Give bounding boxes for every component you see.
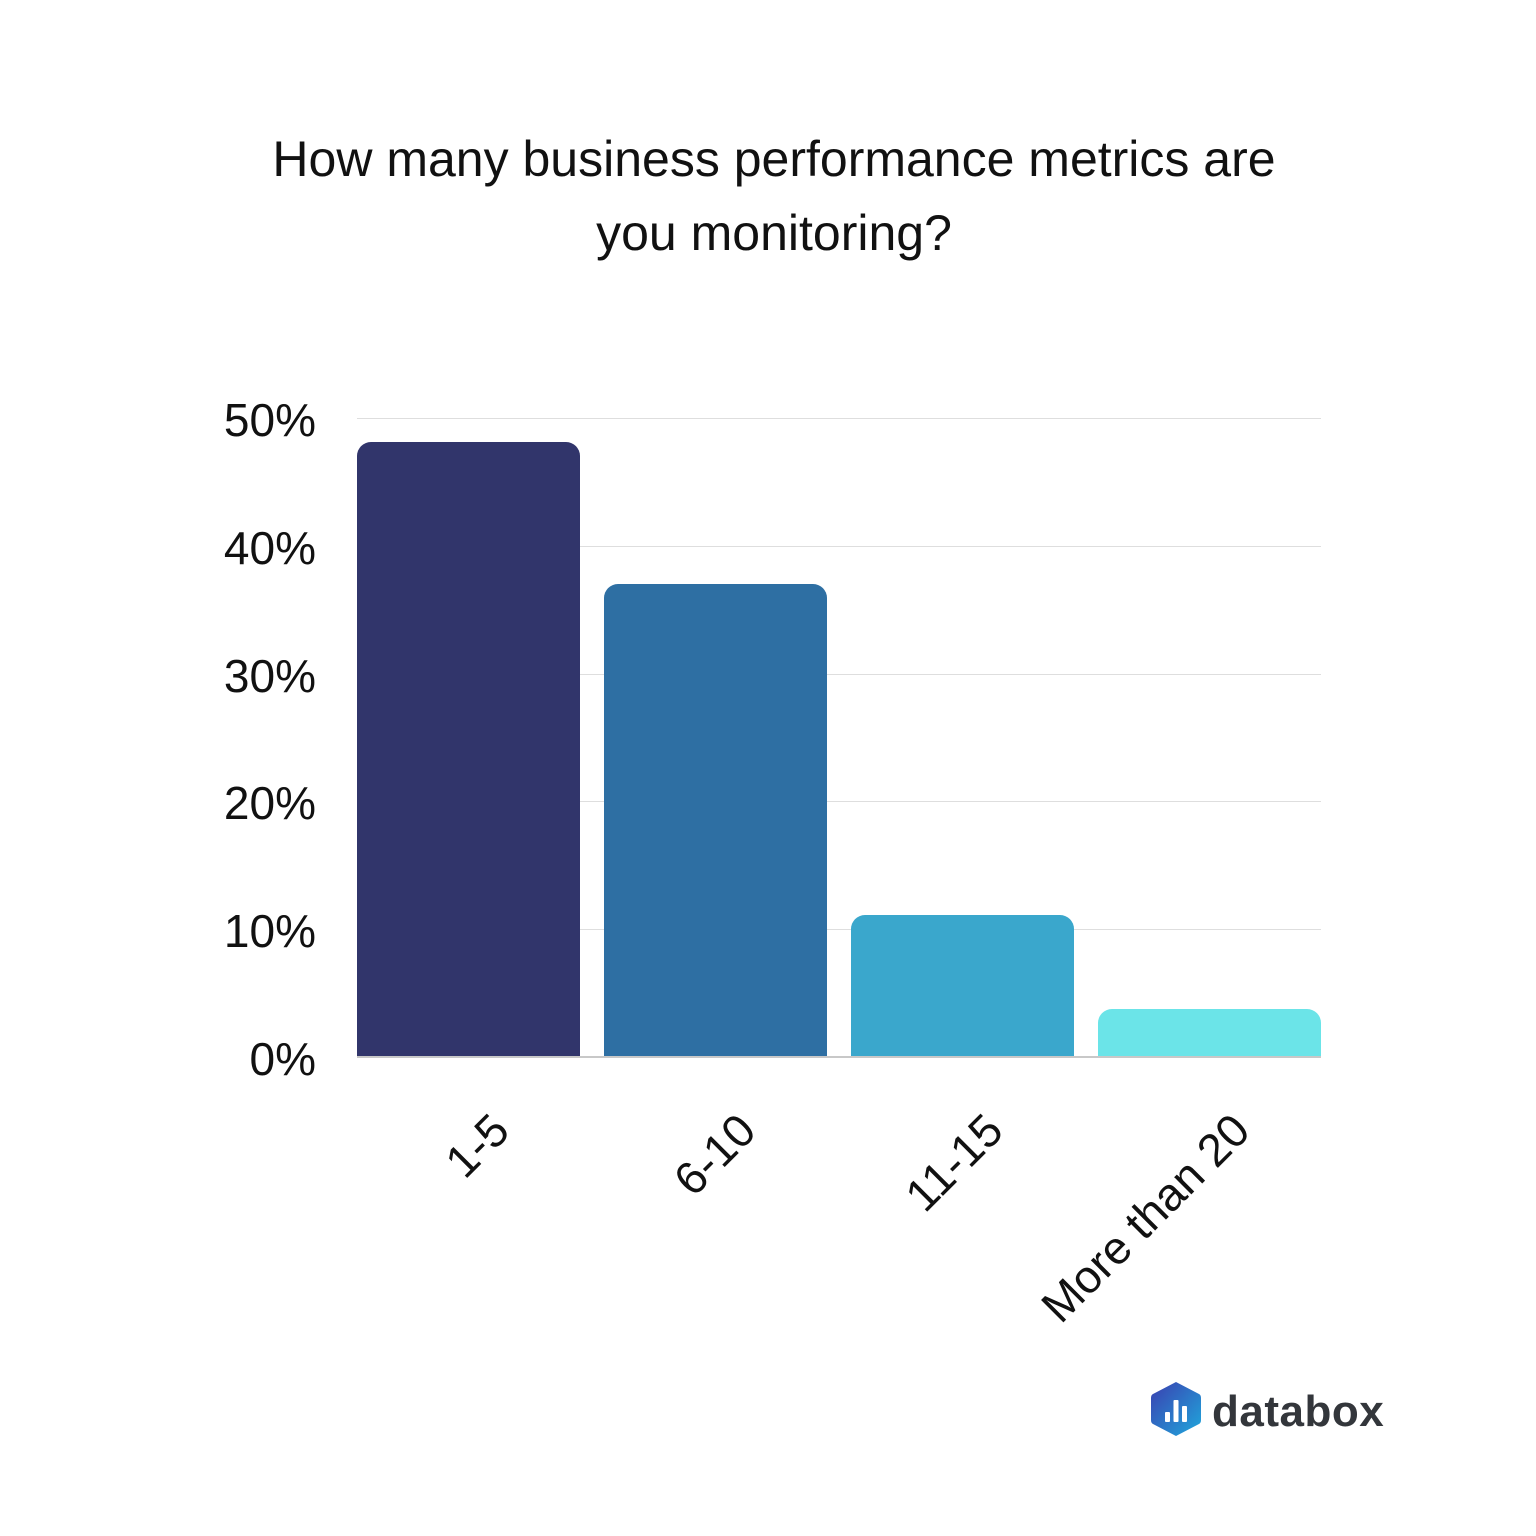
bar-more-than-20[interactable]	[1098, 1008, 1321, 1057]
bar-1-5[interactable]	[357, 441, 580, 1057]
databox-logo-text: databox	[1212, 1386, 1385, 1436]
chart-title-line-1: How many business performance metrics ar…	[272, 131, 1276, 187]
databox-logo: databox	[1150, 1380, 1384, 1443]
plot-area	[357, 418, 1321, 1058]
gridline	[357, 546, 1321, 547]
y-tick-50: 50%	[223, 394, 316, 446]
x-label-more-than-20: More than 20	[1030, 1103, 1260, 1333]
bar-6-10[interactable]	[604, 583, 827, 1057]
x-label-6-10: 6-10	[663, 1103, 766, 1206]
chart-title-line-2: you monitoring?	[596, 205, 952, 261]
databox-logo-icon	[1150, 1380, 1202, 1443]
x-label-11-15: 11-15	[894, 1103, 1013, 1222]
gridline	[357, 929, 1321, 930]
chart-title: How many business performance metrics ar…	[0, 122, 1536, 270]
x-axis-line	[357, 1056, 1321, 1058]
gridline	[357, 801, 1321, 802]
y-tick-30: 30%	[223, 650, 316, 702]
gridline	[357, 418, 1321, 419]
gridline	[357, 674, 1321, 675]
y-tick-20: 20%	[223, 777, 316, 829]
x-label-1-5: 1-5	[434, 1103, 519, 1188]
y-tick-0: 0%	[249, 1033, 316, 1085]
y-tick-10: 10%	[223, 905, 316, 957]
bar-11-15[interactable]	[851, 915, 1074, 1057]
y-tick-40: 40%	[223, 522, 316, 574]
